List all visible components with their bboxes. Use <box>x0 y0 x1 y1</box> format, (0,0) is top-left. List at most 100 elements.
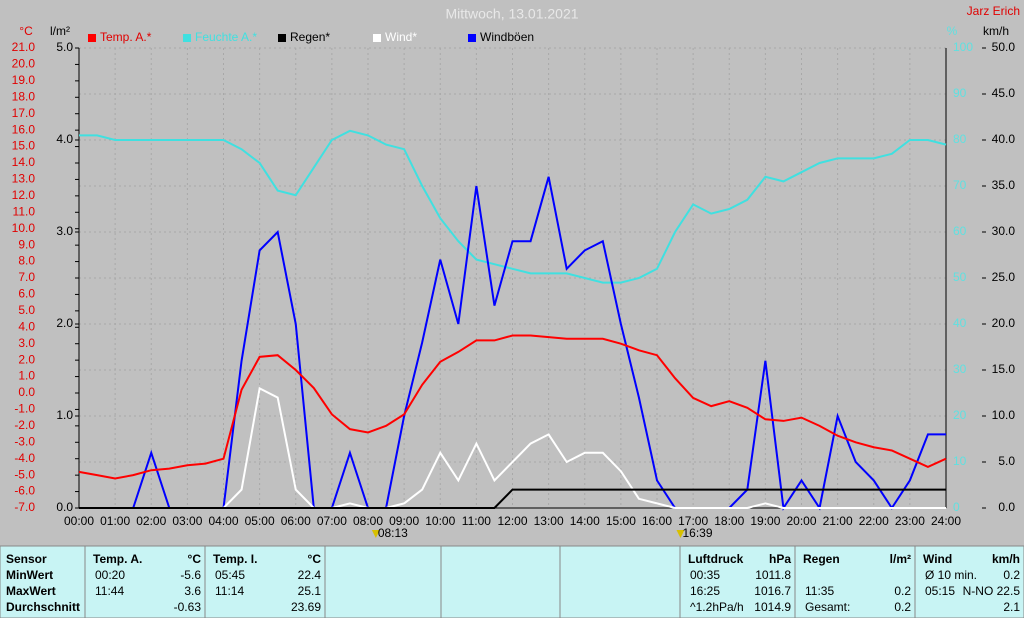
x-tick-label: 08:00 <box>353 514 383 528</box>
series-line <box>79 129 947 284</box>
legend-swatch <box>183 34 191 42</box>
cell-value: 3.6 <box>184 584 201 598</box>
tick-label: 14.0 <box>12 155 36 169</box>
tick-label: 3.0 <box>56 224 73 238</box>
tick-label: 15.0 <box>992 362 1016 376</box>
tick-label: 21.0 <box>12 40 36 54</box>
tick-label: -5.0 <box>14 467 35 481</box>
tick-label: 30.0 <box>992 224 1016 238</box>
group-name: Regen <box>803 552 840 566</box>
tick-label: -2.0 <box>14 418 35 432</box>
tick-label: -1.0 <box>14 402 35 416</box>
row-label: MinWert <box>6 568 53 582</box>
group-name: Wind <box>923 552 952 566</box>
x-tick-label: 14:00 <box>570 514 600 528</box>
x-tick-label: 24:00 <box>931 514 961 528</box>
x-tick-label: 00:00 <box>64 514 94 528</box>
y2-tick-label: 20 <box>953 408 967 422</box>
legend-label: Wind* <box>385 30 417 44</box>
tick-label: 12.0 <box>12 188 36 202</box>
cell-time: 16:25 <box>690 584 720 598</box>
tick-label: 4.0 <box>18 319 35 333</box>
tick-label: 1.0 <box>56 408 73 422</box>
tick-label: -7.0 <box>14 500 35 514</box>
tick-label: 10.0 <box>992 408 1016 422</box>
tick-label: 18.0 <box>12 89 36 103</box>
x-tick-label: 04:00 <box>208 514 238 528</box>
tick-label: -6.0 <box>14 484 35 498</box>
tick-label: 15.0 <box>12 139 36 153</box>
legend-swatch <box>468 34 476 42</box>
cell-time: 11:14 <box>215 584 244 598</box>
x-tick-label: 18:00 <box>714 514 744 528</box>
x-tick-label: 05:00 <box>245 514 275 528</box>
tick-label: 25.0 <box>992 270 1016 284</box>
tick-label: 9.0 <box>18 237 35 251</box>
y-axis-unit: °C <box>19 24 33 38</box>
x-tick-label: 22:00 <box>859 514 889 528</box>
tick-label: 6.0 <box>18 287 35 301</box>
tick-label: 0.0 <box>998 500 1015 514</box>
row-label: Durchschnitt <box>6 600 80 614</box>
tick-label: 35.0 <box>992 178 1016 192</box>
y2-tick-label: 0 <box>953 500 960 514</box>
x-tick-label: 11:00 <box>462 514 491 528</box>
legend-swatch <box>373 34 381 42</box>
cell-value: -5.6 <box>180 568 201 582</box>
x-tick-label: 01:00 <box>100 514 130 528</box>
y2-tick-label: 60 <box>953 224 967 238</box>
legend-label: Feuchte A.* <box>195 30 257 44</box>
cell-time: Ø 10 min. <box>925 568 977 582</box>
x-tick-label: 20:00 <box>786 514 816 528</box>
tick-label: 0.0 <box>18 385 35 399</box>
cell-value: 23.69 <box>291 600 321 614</box>
group-unit: km/h <box>992 552 1020 566</box>
tick-label: -4.0 <box>14 451 35 465</box>
group-name: Temp. A. <box>93 552 142 566</box>
x-tick-label: 21:00 <box>823 514 853 528</box>
cell-value: N-NO 22.5 <box>963 584 1021 598</box>
group-unit: l/m² <box>890 552 911 566</box>
tick-label: -3.0 <box>14 434 35 448</box>
legend-label: Temp. A.* <box>100 30 152 44</box>
tick-label: 5.0 <box>18 303 35 317</box>
x-tick-label: 02:00 <box>136 514 166 528</box>
cell-time: 05:45 <box>215 568 245 582</box>
tick-label: 17.0 <box>12 106 36 120</box>
tick-label: 1.0 <box>18 369 35 383</box>
x-tick-label: 15:00 <box>606 514 636 528</box>
cell-value: -0.63 <box>174 600 202 614</box>
x-tick-label: 23:00 <box>895 514 925 528</box>
y2-tick-label: 100 <box>953 40 973 54</box>
cell-time: 00:35 <box>690 568 720 582</box>
cell-time: 00:20 <box>95 568 125 582</box>
legend-label: Windböen <box>480 30 534 44</box>
y2-tick-label: 80 <box>953 132 967 146</box>
tick-label: 20.0 <box>12 57 36 71</box>
cell-time: 05:15 <box>925 584 955 598</box>
x-tick-label: 17:00 <box>678 514 708 528</box>
rain-axis-unit: l/m² <box>50 24 70 38</box>
author: Jarz Erich <box>967 4 1020 18</box>
x-tick-label: 12:00 <box>497 514 527 528</box>
tick-label: 3.0 <box>18 336 35 350</box>
group-name: Temp. I. <box>213 552 257 566</box>
tick-label: 40.0 <box>992 132 1016 146</box>
tick-label: 0.0 <box>56 500 73 514</box>
tick-label: 7.0 <box>18 270 35 284</box>
x-tick-label: 16:00 <box>642 514 672 528</box>
stats-table <box>0 545 1024 618</box>
wind-axis-unit: km/h <box>983 24 1009 38</box>
tick-label: 19.0 <box>12 73 36 87</box>
cell-value: 1016.7 <box>754 584 791 598</box>
annotation-label: 16:39 <box>682 526 712 540</box>
annotation-mark <box>676 530 685 538</box>
row-label: Sensor <box>6 552 47 566</box>
chart-title: Mittwoch, 13.01.2021 <box>445 6 578 22</box>
tick-label: 4.0 <box>56 132 73 146</box>
legend-swatch <box>88 34 96 42</box>
group-unit: °C <box>188 552 202 566</box>
tick-label: 45.0 <box>992 86 1016 100</box>
legend-label: Regen* <box>290 30 330 44</box>
